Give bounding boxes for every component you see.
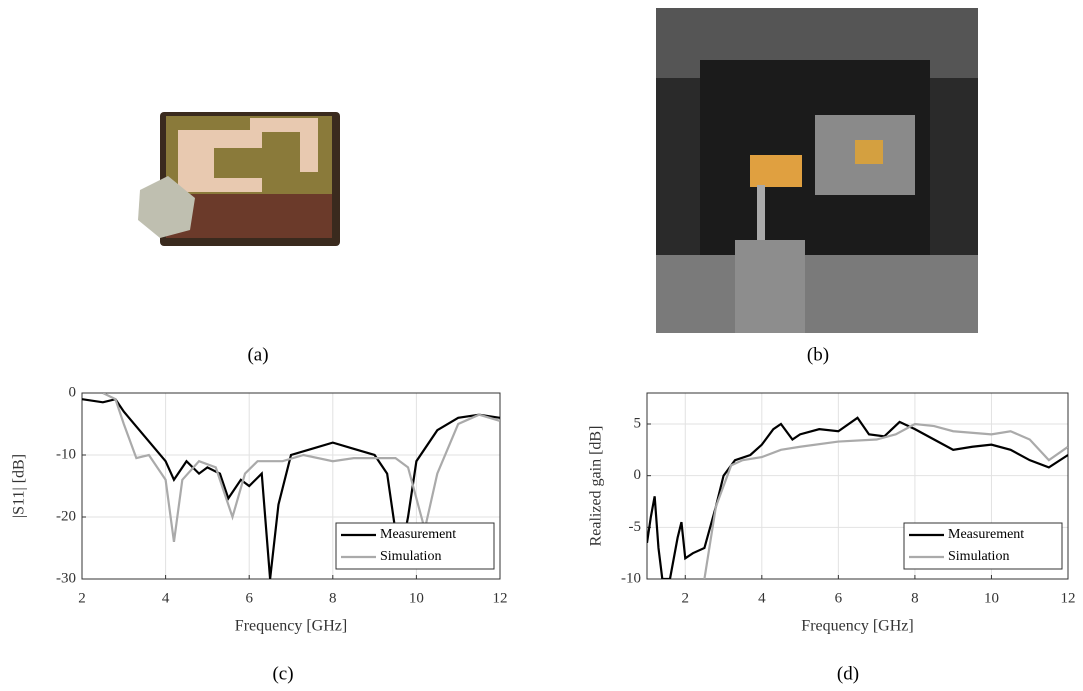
x-tick-label: 10 — [409, 590, 424, 606]
x-tick-label: 8 — [329, 590, 337, 606]
x-tick-label: 4 — [758, 590, 766, 606]
x-tick-label: 6 — [835, 590, 843, 606]
legend-label: Measurement — [948, 527, 1024, 542]
y-tick-label: 0 — [69, 384, 77, 400]
x-tick-label: 8 — [911, 590, 919, 606]
legend-label: Simulation — [380, 549, 441, 564]
y-tick-label: 0 — [634, 467, 642, 483]
chamber-photo — [656, 8, 978, 333]
series-line — [82, 397, 500, 579]
y-tick-label: -10 — [621, 570, 641, 586]
legend-box — [335, 522, 495, 570]
x-tick-label: 12 — [1061, 590, 1076, 606]
legend-label: Simulation — [948, 549, 1009, 564]
x-tick-label: 12 — [493, 590, 508, 606]
panel-label: (b) — [807, 344, 829, 365]
y-tick-label: 5 — [634, 415, 642, 431]
x-axis-label: Frequency [GHz] — [235, 618, 347, 635]
y-tick-label: -10 — [56, 446, 76, 462]
axes-frame — [646, 392, 1069, 580]
series-line — [102, 393, 500, 542]
legend-box — [903, 522, 1063, 570]
axes-frame — [81, 392, 501, 580]
y-tick-label: -5 — [629, 519, 642, 535]
y-axis-label: |S11| [dB] — [11, 454, 28, 518]
y-axis-label: Realized gain [dB] — [588, 426, 605, 547]
y-tick-label: -20 — [56, 508, 76, 524]
panel-label: (a) — [247, 344, 268, 365]
plot-lines — [647, 416, 1068, 579]
plot-lines — [82, 393, 500, 579]
x-tick-label: 10 — [984, 590, 999, 606]
antenna-photo — [138, 112, 340, 246]
y-tick-label: -30 — [56, 570, 76, 586]
x-axis-label: Frequency [GHz] — [801, 618, 913, 635]
x-tick-label: 4 — [162, 590, 170, 606]
panel-label: (d) — [837, 663, 859, 684]
x-tick-label: 6 — [245, 590, 253, 606]
panel-label: (c) — [272, 663, 293, 684]
series-line — [647, 416, 1068, 579]
series-line — [703, 422, 1068, 579]
x-tick-label: 2 — [682, 590, 690, 606]
x-tick-label: 2 — [78, 590, 86, 606]
legend-label: Measurement — [380, 527, 456, 542]
